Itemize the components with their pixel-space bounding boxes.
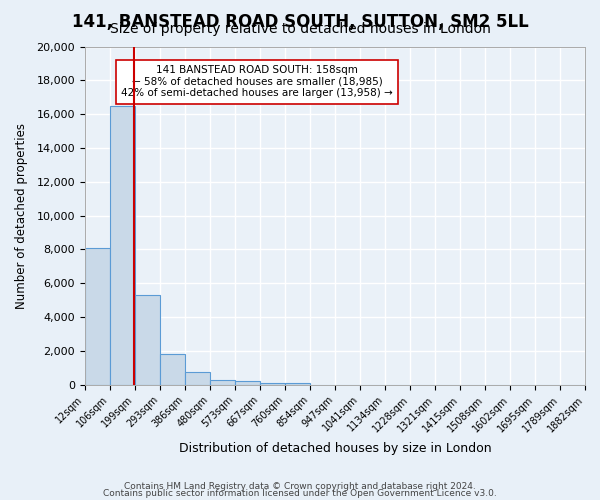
Text: Contains HM Land Registry data © Crown copyright and database right 2024.: Contains HM Land Registry data © Crown c… [124, 482, 476, 491]
Bar [160, 354, 185, 384]
Bar [185, 372, 210, 384]
Bar [235, 382, 260, 384]
Bar [260, 383, 285, 384]
Bar [135, 295, 160, 384]
Text: 141, BANSTEAD ROAD SOUTH, SUTTON, SM2 5LL: 141, BANSTEAD ROAD SOUTH, SUTTON, SM2 5L… [71, 12, 529, 30]
Bar [85, 248, 110, 384]
Text: 141 BANSTEAD ROAD SOUTH: 158sqm
← 58% of detached houses are smaller (18,985)
42: 141 BANSTEAD ROAD SOUTH: 158sqm ← 58% of… [121, 65, 393, 98]
Text: Contains public sector information licensed under the Open Government Licence v3: Contains public sector information licen… [103, 488, 497, 498]
Bar [210, 380, 235, 384]
X-axis label: Distribution of detached houses by size in London: Distribution of detached houses by size … [179, 442, 491, 455]
Y-axis label: Number of detached properties: Number of detached properties [15, 122, 28, 308]
Text: Size of property relative to detached houses in London: Size of property relative to detached ho… [110, 22, 490, 36]
Bar [285, 383, 310, 384]
Bar [110, 106, 135, 384]
